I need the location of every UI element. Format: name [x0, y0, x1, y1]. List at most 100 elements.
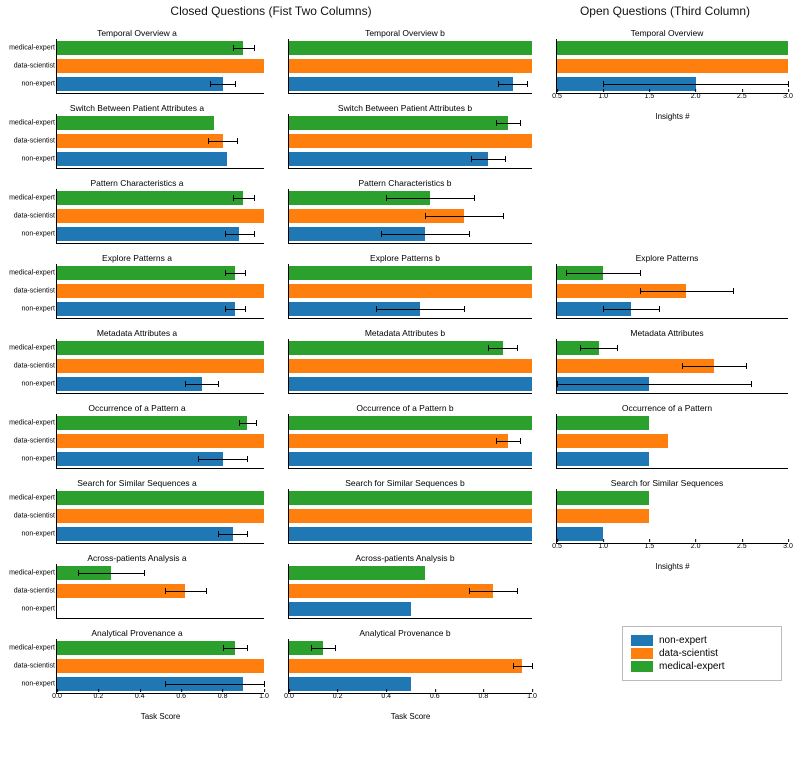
x-tick: 2.5	[737, 543, 747, 550]
bar-non	[57, 227, 239, 241]
bar-row	[57, 507, 264, 525]
errorbar	[233, 198, 254, 199]
errorbar-cap	[788, 81, 789, 86]
errorbar-cap	[264, 681, 265, 686]
subplot-b-row3: Explore Patterns b	[274, 257, 536, 323]
bar-row	[289, 150, 532, 168]
x-tick: 1.0	[598, 93, 608, 100]
legend-label: data-scientist	[659, 648, 718, 659]
errorbar-cap	[381, 231, 382, 236]
y-category-label: medical-expert	[7, 269, 55, 276]
bar-data	[289, 434, 508, 448]
bar-row	[289, 489, 532, 507]
errorbar-cap	[386, 195, 387, 200]
bar-row	[289, 639, 532, 657]
plot-area: medical-expertdata-scientistnon-expert	[56, 489, 264, 544]
bar-row	[289, 57, 532, 75]
errorbar-cap	[557, 381, 558, 386]
bar-row	[57, 600, 264, 618]
y-category-label: data-scientist	[7, 63, 55, 70]
bar-row	[557, 57, 788, 75]
bar-data	[57, 134, 223, 148]
bar-non	[557, 527, 603, 541]
bar-medical	[289, 566, 425, 580]
x-tick: 1.0	[259, 693, 269, 700]
plot-area	[288, 189, 532, 244]
legend-swatch	[631, 648, 653, 659]
bar-data	[557, 509, 649, 523]
errorbar-cap	[225, 306, 226, 311]
x-axis: 0.00.20.40.60.81.0	[57, 693, 264, 709]
plot-area	[288, 339, 532, 394]
errorbar-cap	[208, 138, 209, 143]
errorbar-cap	[78, 570, 79, 575]
errorbar-cap	[198, 456, 199, 461]
bar-row	[289, 114, 532, 132]
plot-area	[556, 339, 788, 394]
x-tick: 2.0	[691, 543, 701, 550]
x-tick: 0.5	[552, 543, 562, 550]
errorbar-cap	[425, 213, 426, 218]
bar-data	[57, 659, 264, 673]
bar-row	[557, 507, 788, 525]
errorbar-cap	[247, 645, 248, 650]
errorbar-cap	[311, 645, 312, 650]
bar-row	[57, 432, 264, 450]
plot-area	[556, 414, 788, 469]
bar-row	[289, 75, 532, 93]
figure-root: Closed Questions (Fist Two Columns) Open…	[0, 0, 800, 757]
bar-row	[57, 39, 264, 57]
errorbar-cap	[617, 345, 618, 350]
x-axis: 0.51.01.52.02.53.0	[557, 543, 788, 559]
x-tick: 3.0	[783, 93, 793, 100]
bar-non	[57, 377, 202, 391]
errorbar	[225, 234, 254, 235]
subplot-a-row7: Across-patients Analysis amedical-expert…	[6, 557, 268, 623]
bar-data	[289, 284, 532, 298]
bar-non	[289, 152, 488, 166]
subplot-title: Temporal Overview	[542, 29, 792, 38]
bar-row	[557, 75, 788, 93]
bar-row	[557, 489, 788, 507]
bar-row	[57, 414, 264, 432]
bar-medical	[557, 491, 649, 505]
subplot-title: Metadata Attributes b	[274, 329, 536, 338]
bar-row	[57, 357, 264, 375]
bar-row	[289, 675, 532, 693]
bar-row	[557, 414, 788, 432]
subplot-a-row3: Explore Patterns amedical-expertdata-sci…	[6, 257, 268, 323]
plot-area: 0.51.01.52.02.53.0Insights #	[556, 39, 788, 94]
y-category-label: non-expert	[7, 306, 55, 313]
y-category-label: medical-expert	[7, 494, 55, 501]
errorbar-cap	[498, 81, 499, 86]
errorbar-cap	[218, 531, 219, 536]
errorbar-cap	[235, 81, 236, 86]
legend-swatch	[631, 661, 653, 672]
legend-item: non-expert	[631, 635, 773, 646]
bar-data	[57, 359, 264, 373]
errorbar-cap	[254, 195, 255, 200]
bar-data	[289, 584, 493, 598]
bar-row	[289, 507, 532, 525]
x-tick: 1.5	[645, 543, 655, 550]
bar-data	[557, 59, 788, 73]
subplot-title: Search for Similar Sequences b	[274, 479, 536, 488]
subplot-b-row5: Occurrence of a Pattern b	[274, 407, 536, 473]
x-axis-label: Insights #	[557, 112, 788, 121]
subplot-title: Metadata Attributes	[542, 329, 792, 338]
errorbar-cap	[218, 381, 219, 386]
bar-row	[557, 264, 788, 282]
y-category-label: non-expert	[7, 156, 55, 163]
subplot-title: Temporal Overview a	[6, 29, 268, 38]
bar-medical	[57, 266, 235, 280]
errorbar-cap	[682, 363, 683, 368]
errorbar-cap	[210, 81, 211, 86]
bar-row	[289, 375, 532, 393]
y-category-label: medical-expert	[7, 44, 55, 51]
bar-medical	[289, 116, 508, 130]
bar-row	[57, 639, 264, 657]
x-tick: 2.0	[691, 93, 701, 100]
x-axis: 0.00.20.40.60.81.0	[289, 693, 532, 709]
x-tick: 1.5	[645, 93, 655, 100]
subplot-b-row6: Search for Similar Sequences b	[274, 482, 536, 548]
